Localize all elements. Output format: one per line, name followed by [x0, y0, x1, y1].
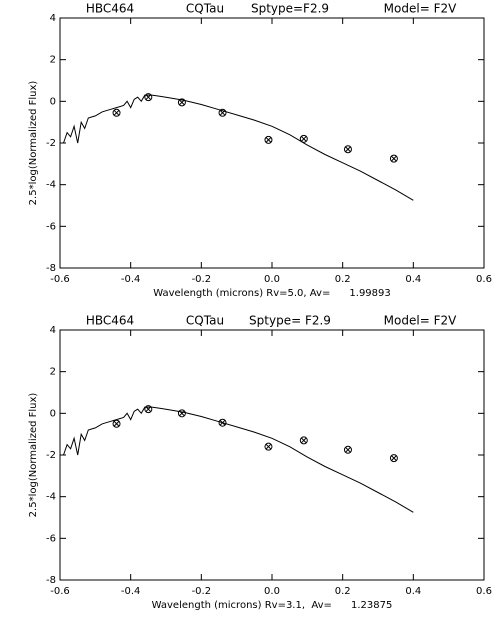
- x-tick-label: -0.4: [121, 274, 141, 285]
- y-tick-label: -8: [46, 263, 56, 274]
- observed-point: [343, 145, 352, 154]
- marker-cross: [345, 146, 351, 153]
- observed-point: [112, 419, 121, 428]
- marker-circle: [144, 405, 153, 414]
- observed-point: [389, 154, 398, 163]
- x-tick-label: 0.4: [405, 274, 421, 285]
- y-tick-label: -8: [46, 575, 56, 586]
- marker-circle: [264, 135, 273, 144]
- marker-circle: [264, 442, 273, 451]
- x-tick-label: -0.2: [192, 274, 212, 285]
- plot-frame: [59, 329, 485, 581]
- marker-cross: [113, 110, 120, 116]
- observed-point: [218, 108, 227, 117]
- y-tick-label: 2: [50, 55, 56, 66]
- marker-circle: [112, 108, 121, 117]
- marker-circle: [299, 436, 308, 445]
- observed-point: [112, 108, 121, 117]
- marker-circle: [177, 98, 186, 107]
- title-item: HBC464: [86, 314, 134, 328]
- x-tick-label: -0.6: [50, 586, 70, 597]
- marker-cross: [301, 136, 307, 142]
- marker-circle: [343, 145, 352, 154]
- y-tick-label: -6: [46, 221, 56, 232]
- title-item: Model= F2V: [384, 314, 457, 328]
- y-axis-label: 2.5*log(Normalized Flux): [28, 81, 39, 206]
- marker-circle: [144, 93, 153, 102]
- observed-point: [264, 442, 273, 451]
- marker-cross: [179, 99, 185, 106]
- x-tick-label: -0.2: [192, 586, 212, 597]
- y-tick-label: 0: [50, 96, 56, 107]
- title-item: HBC464: [86, 2, 134, 16]
- model-spectrum: [63, 406, 414, 513]
- marker-cross: [265, 137, 272, 143]
- marker-circle: [218, 108, 227, 117]
- marker-cross: [345, 447, 351, 453]
- marker-circle: [299, 134, 308, 143]
- title-item: CQTau: [186, 314, 224, 328]
- marker-circle: [218, 418, 227, 427]
- x-tick-label: 0.0: [264, 586, 280, 597]
- plot-frame: [59, 17, 485, 269]
- marker-circle: [389, 454, 398, 463]
- title-item: CQTau: [186, 2, 224, 16]
- marker-cross: [391, 455, 397, 461]
- marker-cross: [179, 410, 185, 417]
- observed-point: [144, 93, 153, 102]
- x-tick-label: 0.6: [476, 586, 492, 597]
- title-item: Model= F2V: [384, 2, 457, 16]
- observed-point: [389, 454, 398, 463]
- marker-cross: [301, 437, 307, 444]
- y-axis-label: 2.5*log(Normalized Flux): [28, 393, 39, 518]
- title-item: Sptype=F2.9: [251, 2, 329, 16]
- y-tick-label: -2: [46, 138, 56, 149]
- x-tick-label: -0.6: [50, 274, 70, 285]
- y-tick-label: -2: [46, 450, 56, 461]
- observed-point: [144, 405, 153, 414]
- y-tick-label: 4: [50, 13, 56, 24]
- marker-cross: [219, 419, 226, 426]
- y-tick-label: -4: [46, 180, 56, 191]
- marker-circle: [177, 409, 186, 418]
- x-axis-label: Wavelength (microns) Rv=5.0, Av= 1.99893: [153, 288, 391, 299]
- marker-cross: [113, 420, 120, 427]
- x-tick-label: 0.0: [264, 274, 280, 285]
- marker-cross: [391, 155, 397, 162]
- y-tick-label: -6: [46, 533, 56, 544]
- observed-point: [343, 445, 352, 454]
- observed-point: [299, 134, 308, 143]
- observed-point: [177, 409, 186, 418]
- observed-point: [218, 418, 227, 427]
- marker-cross: [219, 110, 226, 116]
- x-tick-label: 0.4: [405, 586, 421, 597]
- marker-circle: [112, 419, 121, 428]
- x-tick-label: -0.4: [121, 586, 141, 597]
- x-tick-label: 0.2: [335, 586, 351, 597]
- marker-cross: [145, 406, 152, 412]
- y-tick-label: -4: [46, 492, 56, 503]
- marker-circle: [343, 445, 352, 454]
- observed-point: [177, 98, 186, 107]
- y-tick-label: 4: [50, 325, 56, 336]
- marker-circle: [389, 154, 398, 163]
- x-axis-label: Wavelength (microns) Rv=3.1, Av= 1.23875: [152, 600, 393, 611]
- marker-cross: [265, 443, 272, 450]
- y-tick-label: 2: [50, 367, 56, 378]
- observed-point: [264, 135, 273, 144]
- marker-cross: [145, 94, 152, 100]
- model-spectrum: [63, 94, 414, 201]
- title-item: Sptype= F2.9: [249, 314, 331, 328]
- observed-point: [299, 436, 308, 445]
- y-tick-label: 0: [50, 408, 56, 419]
- x-tick-label: 0.2: [335, 274, 351, 285]
- x-tick-label: 0.6: [476, 274, 492, 285]
